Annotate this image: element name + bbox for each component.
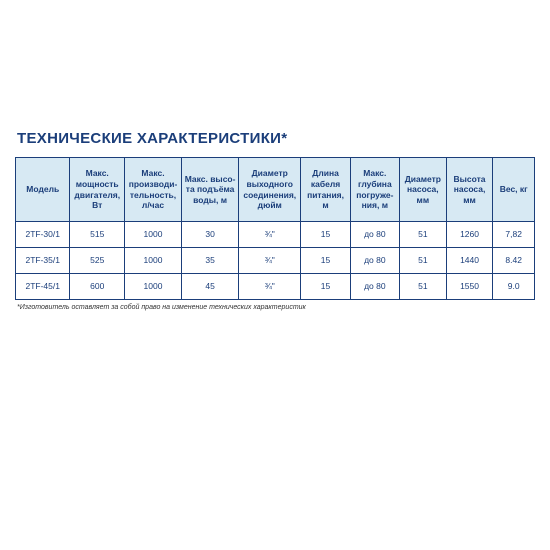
col-header-height: Высота насоса, мм	[446, 158, 493, 222]
cell-cable: 15	[301, 248, 350, 274]
col-header-out: Диаметр выходного соединения, дюйм	[239, 158, 301, 222]
footnote: *Изготовитель оставляет за собой право н…	[17, 304, 535, 311]
cell-model: 2TF-30/1	[16, 222, 70, 248]
cell-out: ¾"	[239, 222, 301, 248]
cell-head: 35	[182, 248, 239, 274]
col-header-cable: Длина кабеля питания, м	[301, 158, 350, 222]
cell-depth: до 80	[350, 248, 399, 274]
table-row: 2TF-35/1 525 1000 35 ¾" 15 до 80 51 1440…	[16, 248, 535, 274]
cell-out: ¾"	[239, 274, 301, 300]
col-header-prod: Макс. производи-тельность, л/час	[124, 158, 181, 222]
table-header-row: Модель Макс. мощность двигателя, Вт Макс…	[16, 158, 535, 222]
cell-depth: до 80	[350, 274, 399, 300]
cell-power: 515	[70, 222, 124, 248]
col-header-head: Макс. высо-та подъёма воды, м	[182, 158, 239, 222]
cell-prod: 1000	[124, 248, 181, 274]
cell-cable: 15	[301, 222, 350, 248]
page: ТЕХНИЧЕСКИЕ ХАРАКТЕРИСТИКИ* Модель Макс.…	[0, 0, 550, 550]
cell-weight: 9.0	[493, 274, 535, 300]
cell-height: 1260	[446, 222, 493, 248]
col-header-model: Модель	[16, 158, 70, 222]
cell-diam: 51	[399, 274, 446, 300]
table-row: 2TF-45/1 600 1000 45 ¾" 15 до 80 51 1550…	[16, 274, 535, 300]
cell-weight: 7,82	[493, 222, 535, 248]
cell-prod: 1000	[124, 274, 181, 300]
table-row: 2TF-30/1 515 1000 30 ¾" 15 до 80 51 1260…	[16, 222, 535, 248]
cell-height: 1550	[446, 274, 493, 300]
cell-out: ¾"	[239, 248, 301, 274]
cell-head: 45	[182, 274, 239, 300]
cell-model: 2TF-35/1	[16, 248, 70, 274]
col-header-weight: Вес, кг	[493, 158, 535, 222]
col-header-power: Макс. мощность двигателя, Вт	[70, 158, 124, 222]
cell-cable: 15	[301, 274, 350, 300]
cell-height: 1440	[446, 248, 493, 274]
cell-power: 600	[70, 274, 124, 300]
col-header-diam: Диаметр насоса, мм	[399, 158, 446, 222]
page-title: ТЕХНИЧЕСКИЕ ХАРАКТЕРИСТИКИ*	[17, 130, 535, 147]
cell-diam: 51	[399, 248, 446, 274]
cell-prod: 1000	[124, 222, 181, 248]
cell-power: 525	[70, 248, 124, 274]
cell-model: 2TF-45/1	[16, 274, 70, 300]
spec-table: Модель Макс. мощность двигателя, Вт Макс…	[15, 157, 535, 300]
col-header-depth: Макс. глубина погруже-ния, м	[350, 158, 399, 222]
cell-weight: 8.42	[493, 248, 535, 274]
cell-depth: до 80	[350, 222, 399, 248]
cell-head: 30	[182, 222, 239, 248]
cell-diam: 51	[399, 222, 446, 248]
